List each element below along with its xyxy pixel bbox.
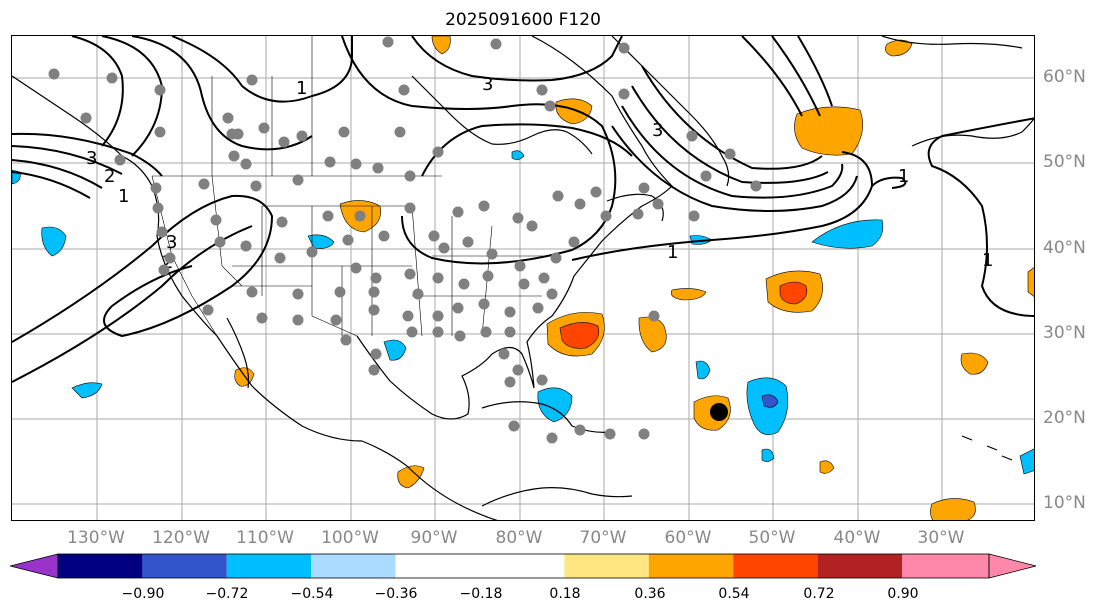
lon-tick-label: 60°W bbox=[664, 528, 712, 548]
lon-tick-label: 110°W bbox=[236, 528, 294, 548]
lon-tick-label: 80°W bbox=[495, 528, 543, 548]
colorbar-tick-label: 0.90 bbox=[887, 586, 919, 602]
station-markers bbox=[48, 36, 762, 444]
lat-tick-label: 60°N bbox=[1043, 67, 1086, 87]
lon-tick-label: 130°W bbox=[67, 528, 125, 548]
lon-tick-label: 40°W bbox=[833, 528, 881, 548]
colorbar-tick-label: 0.18 bbox=[549, 586, 581, 602]
colorbar-tick-label: −0.72 bbox=[205, 586, 249, 602]
colorbar-tick-label: −0.54 bbox=[290, 586, 334, 602]
contour-label: 1 bbox=[296, 78, 307, 99]
negative-anomaly-shading bbox=[12, 150, 1034, 475]
lat-tick-label: 10°N bbox=[1043, 493, 1086, 513]
lon-tick-label: 70°W bbox=[579, 528, 627, 548]
contour-label: 3 bbox=[482, 74, 493, 95]
colorbar-tick-label: −0.90 bbox=[121, 586, 165, 602]
lat-tick-label: 50°N bbox=[1043, 152, 1086, 172]
lon-tick-label: 100°W bbox=[321, 528, 379, 548]
contour-label: 3 bbox=[652, 120, 663, 141]
colorbar-tick-label: 0.54 bbox=[718, 586, 750, 602]
lat-tick-label: 30°N bbox=[1043, 323, 1086, 343]
storm-center-marker bbox=[710, 403, 728, 421]
positive-anomaly-shading bbox=[234, 36, 1034, 520]
lat-tick-label: 20°N bbox=[1043, 408, 1086, 428]
contour-label: 2 bbox=[104, 166, 115, 187]
map-svg: 1 3 3 2 1 3 2 1 1 3 1 bbox=[12, 36, 1034, 520]
colorbar-tick-label: 0.72 bbox=[803, 586, 835, 602]
contour-label: 3 bbox=[166, 232, 177, 253]
map-panel[interactable]: 1 3 3 2 1 3 2 1 1 3 1 bbox=[11, 35, 1035, 521]
contour-label: 1 bbox=[898, 166, 909, 187]
colorbar-tick-label: −0.18 bbox=[459, 586, 503, 602]
colorbar-tick-label: −0.36 bbox=[374, 586, 418, 602]
contour-label: 1 bbox=[118, 186, 129, 207]
map-title: 2025091600 F120 bbox=[445, 10, 601, 30]
colorbar-tick-label: 0.36 bbox=[634, 586, 666, 602]
lon-tick-label: 30°W bbox=[917, 528, 965, 548]
graticule bbox=[12, 36, 1034, 520]
colorbar bbox=[10, 553, 1037, 579]
contour-lines bbox=[12, 36, 1034, 383]
contour-label: 1 bbox=[982, 250, 993, 271]
lon-tick-label: 90°W bbox=[410, 528, 458, 548]
contour-label: 3 bbox=[86, 148, 97, 169]
coastlines bbox=[12, 36, 1034, 520]
contour-label: 1 bbox=[667, 242, 678, 263]
lon-tick-label: 120°W bbox=[152, 528, 210, 548]
lat-tick-label: 40°N bbox=[1043, 238, 1086, 258]
lon-tick-label: 50°W bbox=[748, 528, 796, 548]
